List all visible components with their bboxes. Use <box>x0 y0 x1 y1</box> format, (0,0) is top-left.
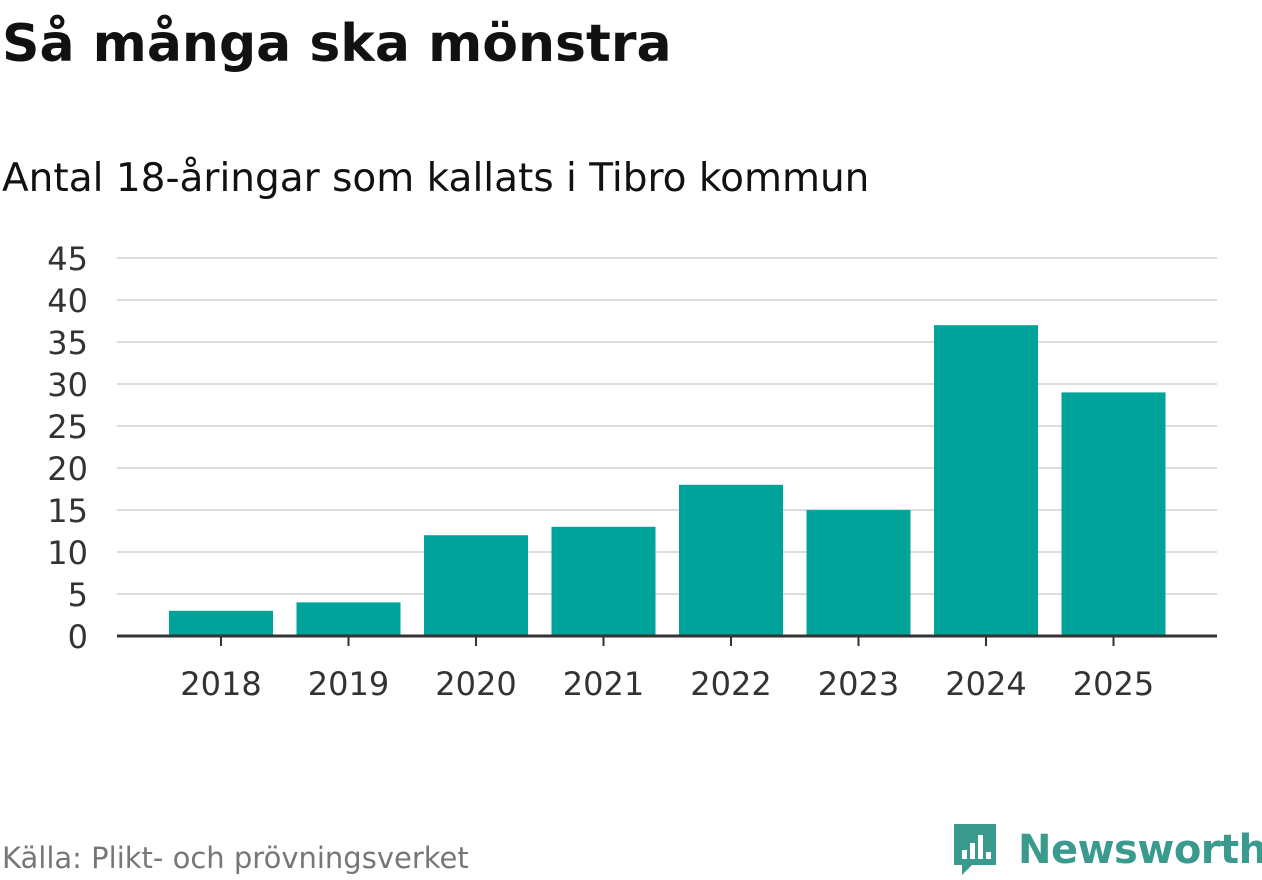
bar-2025 <box>1061 392 1166 636</box>
x-tick-label: 2021 <box>563 665 644 703</box>
bar-2019 <box>296 602 401 636</box>
y-tick-label: 25 <box>47 408 88 446</box>
bar-2022 <box>679 484 783 636</box>
bar-2018 <box>169 610 273 636</box>
y-tick-label: 30 <box>47 366 88 404</box>
newsworthy-logo-icon <box>954 824 996 875</box>
x-tick-label: 2018 <box>180 665 261 703</box>
y-tick-label: 0 <box>68 618 88 656</box>
y-tick-label: 35 <box>47 324 88 362</box>
gridlines <box>117 257 1217 595</box>
x-tick-label: 2025 <box>1073 665 1154 703</box>
y-axis-ticks: 0 5 10 15 20 25 30 35 40 45 <box>47 240 88 656</box>
source-note: Källa: Plikt- och prövningsverket <box>2 841 469 875</box>
y-tick-label: 5 <box>68 576 88 614</box>
bar-2020 <box>424 535 528 636</box>
brand-name: Newsworthy <box>1018 827 1262 873</box>
bar-2023 <box>806 510 911 636</box>
chart-title: Så många ska mönstra <box>2 14 672 74</box>
chart-subtitle: Antal 18-åringar som kallats i Tibro kom… <box>2 156 870 201</box>
y-tick-label: 15 <box>47 492 88 530</box>
bar-2021 <box>551 526 656 636</box>
y-tick-label: 40 <box>47 282 88 320</box>
x-tick-label: 2023 <box>818 665 899 703</box>
x-tick-label: 2022 <box>690 665 771 703</box>
bar-2024 <box>934 325 1038 636</box>
bars <box>169 325 1166 636</box>
x-tick-label: 2024 <box>945 665 1026 703</box>
brand: Newsworthy <box>950 820 1262 880</box>
x-axis-ticks: 2018 2019 2020 2021 2022 2023 2024 2025 <box>180 636 1154 703</box>
y-tick-label: 45 <box>47 240 88 278</box>
y-tick-label: 20 <box>47 450 88 488</box>
y-tick-label: 10 <box>47 534 88 572</box>
x-tick-label: 2019 <box>308 665 389 703</box>
x-tick-label: 2020 <box>435 665 516 703</box>
